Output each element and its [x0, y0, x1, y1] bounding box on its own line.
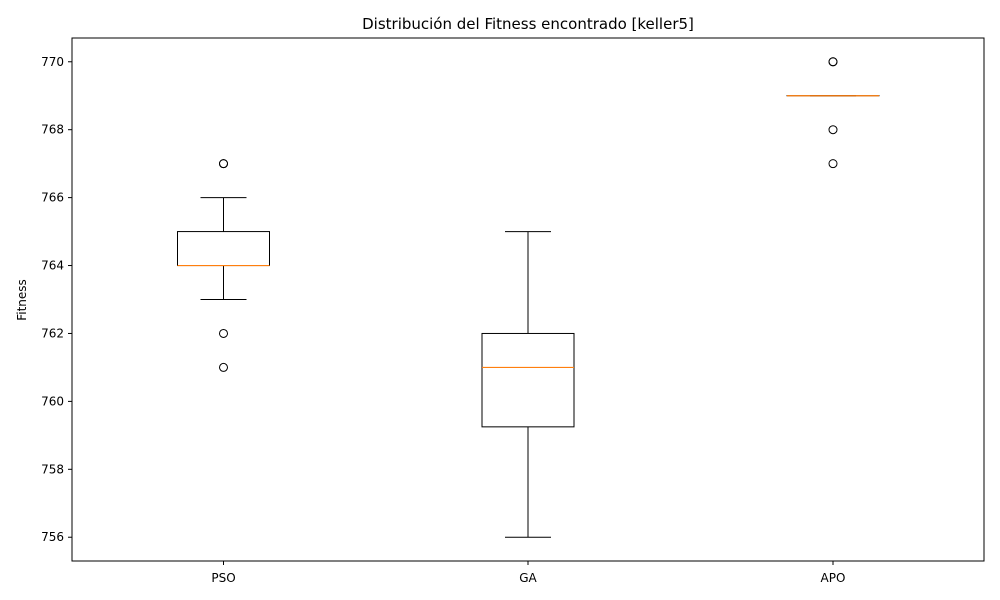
y-tick-label: 770: [41, 55, 64, 69]
x-tick-label: GA: [519, 571, 537, 585]
x-tick-label: PSO: [211, 571, 235, 585]
outlier-point: [828, 57, 838, 67]
box-group-apo: [786, 57, 880, 169]
y-tick-label: 760: [41, 394, 64, 408]
outlier-point: [828, 125, 838, 135]
y-axis-label: Fitness: [15, 279, 29, 321]
box: [177, 231, 270, 267]
y-tick-label: 766: [41, 191, 64, 205]
box: [481, 332, 575, 428]
outlier-point: [219, 159, 228, 169]
x-tick-label: APO: [821, 571, 846, 585]
outlier-point: [219, 362, 228, 372]
y-tick-label: 764: [41, 259, 64, 273]
box-group-ga: [481, 231, 575, 538]
outlier-point: [828, 159, 838, 169]
y-tick-label: 756: [41, 530, 64, 544]
chart-title: Distribución del Fitness encontrado [kel…: [362, 15, 694, 33]
y-tick-label: 758: [41, 462, 64, 476]
y-tick-label: 768: [41, 123, 64, 137]
outlier-point: [219, 328, 228, 338]
plot-frame: [71, 37, 985, 562]
box-group-pso: [177, 159, 270, 372]
y-tick-label: 762: [41, 326, 64, 340]
